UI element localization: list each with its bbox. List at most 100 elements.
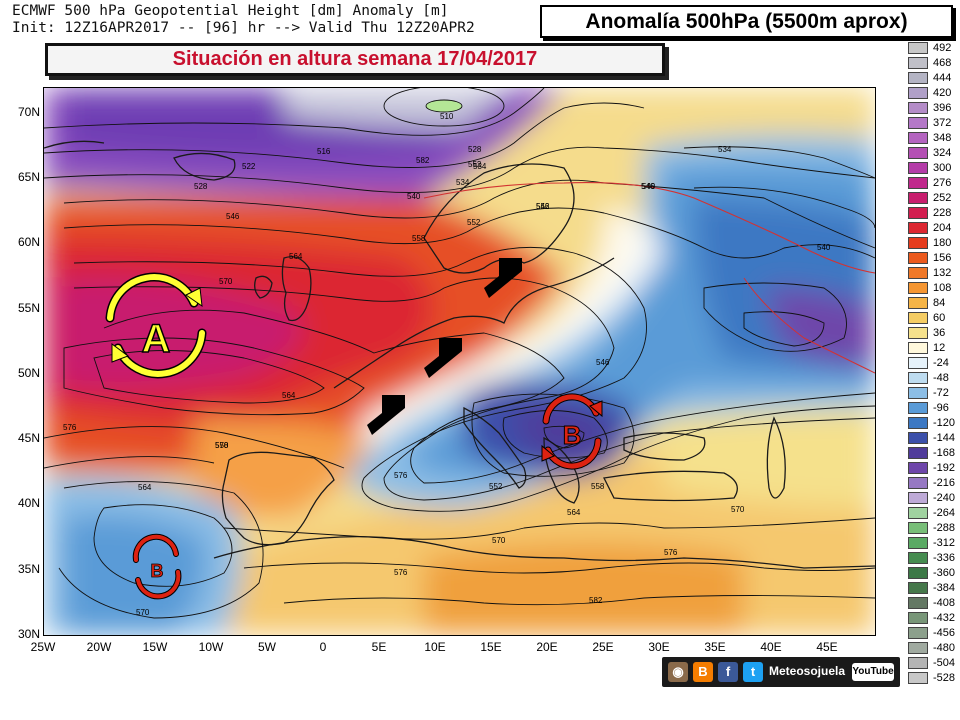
contour-label: 570: [219, 277, 233, 286]
lat-label: 35N: [17, 562, 40, 576]
contour-label: 564: [282, 391, 296, 400]
blogger-icon[interactable]: B: [693, 662, 713, 682]
legend-label: -168: [933, 447, 956, 459]
facebook-icon[interactable]: f: [718, 662, 738, 682]
brand-name[interactable]: Meteosojuela: [769, 664, 846, 678]
contour-label: 528: [194, 182, 208, 191]
legend-swatch: [908, 237, 928, 249]
contour-label: 534: [456, 178, 470, 187]
lon-label: 0: [319, 640, 327, 654]
legend-swatch: [908, 207, 928, 219]
legend-label: -432: [933, 612, 956, 624]
legend-swatch: [908, 642, 928, 654]
legend-label: -96: [933, 402, 949, 414]
flow-arrow-3: [367, 395, 405, 435]
lon-label: 20E: [536, 640, 558, 654]
contour-label: 534: [473, 162, 487, 171]
lon-label: 25W: [30, 640, 56, 654]
legend-swatch: [908, 612, 928, 624]
legend-swatch: [908, 417, 928, 429]
social-bar: ◉ B f t Meteosojuela YouTube: [662, 657, 900, 687]
legend-label: 492: [933, 42, 952, 54]
legend-label: -504: [933, 657, 956, 669]
anomaly-field: [44, 88, 875, 635]
contour-label: 546: [536, 202, 550, 211]
contour-label: 564: [289, 252, 303, 261]
contour-label: 576: [394, 471, 408, 480]
contour-label: 582: [416, 156, 430, 165]
contour-label: 576: [394, 568, 408, 577]
legend-label: -120: [933, 417, 956, 429]
lat-label: 50N: [17, 366, 40, 380]
legend-swatch: [908, 582, 928, 594]
legend-label: 132: [933, 267, 952, 279]
legend-swatch: [908, 492, 928, 504]
legend-swatch: [908, 462, 928, 474]
contour-label: 516: [317, 147, 331, 156]
youtube-button[interactable]: YouTube: [852, 663, 894, 681]
high-label: A: [142, 317, 171, 361]
anomaly-map: 510 516 522 528 534 540 546 552 558 564 …: [43, 87, 876, 636]
high-pressure-center: A: [105, 272, 207, 379]
contour-label: 558: [215, 441, 229, 450]
legend-swatch: [908, 372, 928, 384]
contour-label: 552: [467, 218, 481, 227]
legend-swatch: [908, 147, 928, 159]
legend-label: 204: [933, 222, 952, 234]
lon-label: 10E: [424, 640, 446, 654]
legend-swatch: [908, 282, 928, 294]
legend-swatch: [908, 312, 928, 324]
legend-swatch: [908, 507, 928, 519]
low-label-atlantic: B: [151, 561, 164, 581]
lat-label: 30N: [17, 627, 40, 641]
legend-swatch: [908, 297, 928, 309]
lon-label: 15W: [142, 640, 168, 654]
legend-label: 444: [933, 72, 952, 84]
lat-label: 55N: [17, 301, 40, 315]
legend-label: 300: [933, 162, 952, 174]
lon-label: 5W: [258, 640, 276, 654]
legend-swatch: [908, 192, 928, 204]
legend-swatch: [908, 132, 928, 144]
legend-label: 420: [933, 87, 952, 99]
flow-arrow-2: [424, 338, 462, 378]
legend-label: 156: [933, 252, 952, 264]
legend-label: 36: [933, 327, 946, 339]
legend-label: -408: [933, 597, 956, 609]
legend-label: 468: [933, 57, 952, 69]
lat-label: 40N: [17, 496, 40, 510]
legend-swatch: [908, 117, 928, 129]
contour-labels: 510 516 522 528 534 540 546 552 558 564 …: [63, 112, 831, 617]
lon-label: 5E: [371, 640, 387, 654]
legend-label: -264: [933, 507, 956, 519]
legend-label: -312: [933, 537, 956, 549]
lon-label: 40E: [760, 640, 782, 654]
legend-swatch: [908, 402, 928, 414]
legend-label: -24: [933, 357, 949, 369]
legend-swatch: [908, 42, 928, 54]
legend-swatch: [908, 327, 928, 339]
low-pressure-center-europe: B: [541, 393, 603, 470]
legend-swatch: [908, 447, 928, 459]
lon-label: 20W: [86, 640, 112, 654]
header-line-2: Init: 12Z16APR2017 -- [96] hr --> Valid …: [12, 20, 475, 36]
legend-swatch: [908, 672, 928, 684]
legend-label: -528: [933, 672, 956, 684]
legend-swatch: [908, 177, 928, 189]
map-svg: 510 516 522 528 534 540 546 552 558 564 …: [44, 88, 875, 635]
legend-label: 372: [933, 117, 952, 129]
contour-label: 570: [215, 441, 229, 450]
camera-icon[interactable]: ◉: [668, 662, 688, 682]
legend-label: 180: [933, 237, 952, 249]
twitter-icon[interactable]: t: [743, 662, 763, 682]
legend-label: -384: [933, 582, 956, 594]
contour-label: 510: [440, 112, 454, 121]
legend-swatch: [908, 252, 928, 264]
legend-swatch: [908, 477, 928, 489]
lat-label: 45N: [17, 431, 40, 445]
contour-label: 564: [138, 483, 152, 492]
map-badge: Anomalía 500hPa (5500m aprox): [540, 5, 953, 38]
legend-swatch: [908, 102, 928, 114]
legend-label: -192: [933, 462, 956, 474]
legend-label: -288: [933, 522, 956, 534]
